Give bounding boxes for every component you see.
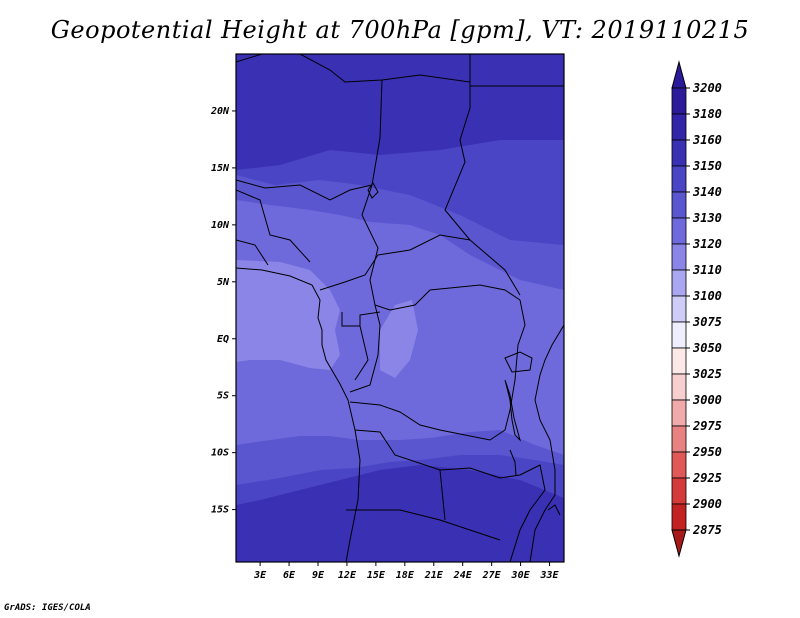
lat-tick-label: 15N [211, 163, 230, 174]
colorbar-swatch [671, 87, 687, 115]
colorbar-label: 3025 [692, 367, 722, 381]
border-drc [349, 299, 526, 441]
coast-east [529, 324, 564, 562]
longitude-axis: 3E 6E 9E 12E 15E 18E 21E 24E 27E 30E 33E [253, 562, 560, 581]
colorbar-label: 2900 [692, 497, 722, 511]
lake-chad [367, 182, 379, 199]
colorbar-swatch [671, 503, 687, 531]
lon-tick-label: 12E [338, 570, 357, 581]
colorbar-label: 3120 [692, 237, 722, 251]
band-3120-east [380, 300, 418, 378]
colorbar-swatch [671, 425, 687, 453]
lake-malawi [509, 449, 517, 476]
colorbar-swatch [671, 191, 687, 219]
colorbar-swatch [671, 477, 687, 505]
lon-tick-label: 3E [253, 570, 267, 581]
lat-tick-label: 10N [211, 220, 230, 231]
latitude-axis: 20N 15N 10N 5N EQ 5S 10S 15S [210, 106, 236, 516]
colorbar-swatch [671, 113, 687, 141]
lat-tick-label: 20N [210, 106, 230, 117]
border-west [236, 179, 373, 266]
colorbar-label: 3100 [692, 289, 722, 303]
map-title: Geopotential Height at 700hPa [gpm], VT:… [50, 16, 750, 44]
coast-guinea [236, 267, 361, 562]
colorbar-label: 3180 [692, 107, 722, 121]
border-libya [469, 54, 564, 108]
colorbar: 3200 3180 3160 3150 3140 3130 3120 3110 3100 3075… [671, 60, 722, 558]
lon-tick-label: 18E [396, 570, 415, 581]
colorbar-label: 3130 [692, 211, 722, 225]
colorbar-swatch [671, 269, 687, 297]
lon-tick-label: 30E [511, 570, 531, 581]
colorbar-label: 3150 [692, 159, 722, 173]
lat-tick-label: 5N [217, 277, 230, 288]
colorbar-swatch [671, 373, 687, 401]
border-central [319, 234, 521, 381]
colorbar-label: 2875 [692, 523, 722, 537]
colorbar-label: 3110 [692, 263, 722, 277]
colorbar-swatch [671, 347, 687, 375]
credit-text: GrADS: IGES/COLA [4, 603, 91, 613]
border-south [346, 429, 546, 562]
lon-tick-label: 21E [424, 570, 444, 581]
colorbar-label: 3200 [692, 81, 722, 95]
colorbar-label: 3000 [692, 393, 722, 407]
lat-tick-label: 15S [211, 505, 229, 516]
colorbar-swatch [671, 243, 687, 271]
colorbar-swatch [671, 165, 687, 193]
madagascar-tip [547, 504, 561, 516]
lake-victoria [504, 351, 533, 373]
lat-tick-label: 5S [217, 391, 229, 402]
colorbar-label: 2975 [692, 419, 722, 433]
colorbar-swatch [671, 451, 687, 479]
lake-tanganyika [504, 379, 521, 442]
lon-tick-label: 6E [283, 570, 296, 581]
colorbar-label: 3075 [692, 315, 722, 329]
lon-tick-label: 15E [367, 570, 386, 581]
colorbar-label: 2925 [692, 471, 722, 485]
colorbar-swatch [671, 139, 687, 167]
lon-tick-label: 9E [312, 570, 325, 581]
lat-tick-label: 10S [211, 448, 229, 459]
colorbar-top-arrow [671, 60, 687, 89]
lon-tick-label: 24E [453, 570, 473, 581]
colorbar-label: 3140 [692, 185, 722, 199]
colorbar-label: 2950 [692, 445, 722, 459]
colorbar-label: 3050 [692, 341, 722, 355]
colorbar-swatch [671, 217, 687, 245]
colorbar-swatch [671, 399, 687, 427]
colorbar-label: 3160 [692, 133, 722, 147]
colorbar-swatch [671, 295, 687, 323]
map-frame [235, 53, 565, 563]
lat-tick-label: EQ [217, 334, 229, 345]
lon-tick-label: 27E [482, 570, 502, 581]
colorbar-swatch [671, 321, 687, 349]
colorbar-bottom-arrow [671, 529, 687, 558]
lon-tick-label: 33E [539, 570, 559, 581]
coastlines [236, 54, 564, 562]
band-3120 [236, 260, 340, 370]
